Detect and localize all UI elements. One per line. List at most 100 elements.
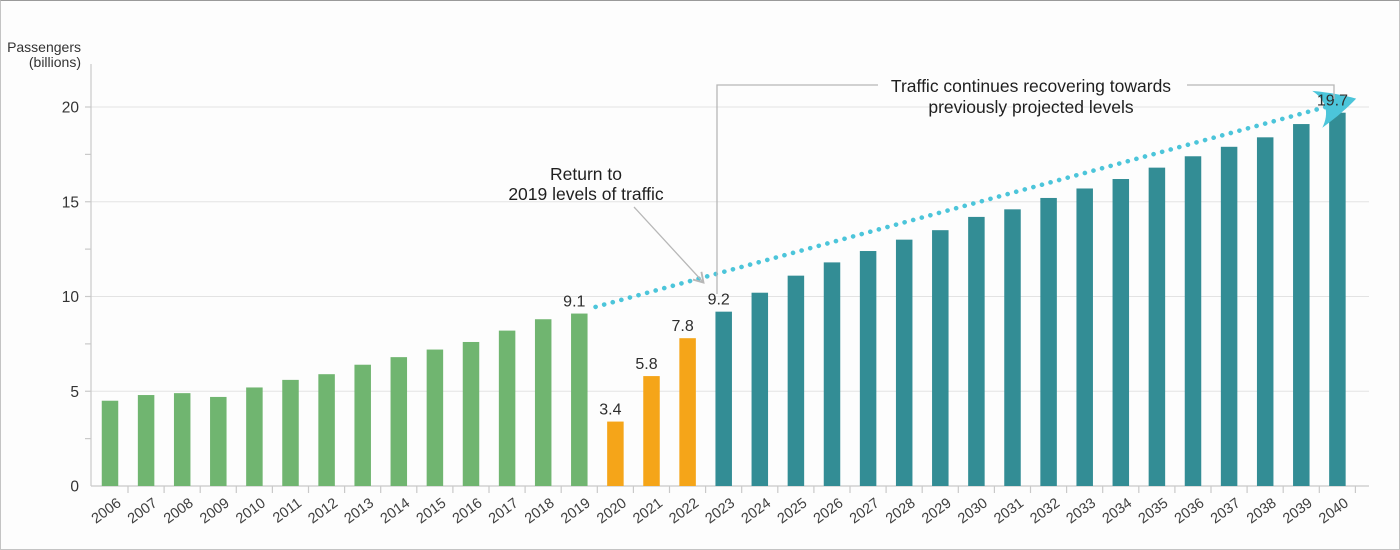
bar-2026 <box>823 262 841 486</box>
x-tick-label-2025: 2025 <box>775 495 811 527</box>
bar-2009 <box>210 396 227 486</box>
y-tick-label-0: 0 <box>70 479 79 496</box>
x-tick-label-2022: 2022 <box>666 495 702 527</box>
y-tick-label-20: 20 <box>62 100 80 117</box>
bar-2017 <box>498 330 516 486</box>
bar-2006 <box>101 400 119 486</box>
value-label-2040: 19.7 <box>1317 93 1348 110</box>
bar-2038 <box>1256 137 1274 486</box>
bar-2007 <box>137 395 155 486</box>
x-tick-label-2012: 2012 <box>305 495 341 527</box>
value-label-2022: 7.8 <box>671 318 693 335</box>
bars-layer <box>101 112 1346 487</box>
bar-2020 <box>607 421 624 486</box>
projection-dotted-line <box>593 90 1357 310</box>
projection-layer <box>593 90 1357 310</box>
x-tick-label-2034: 2034 <box>1100 495 1136 527</box>
bar-2040 <box>1329 112 1346 486</box>
bar-2014 <box>390 357 408 486</box>
bar-2030 <box>968 216 985 486</box>
value-labels-layer: 9.1 3.4 5.8 7.8 9.2 19.7 <box>563 93 1348 419</box>
annotation-return-to-2019: Return to 2019 levels of traffic <box>456 164 716 204</box>
bar-2037 <box>1220 146 1238 487</box>
x-tick-label-2018: 2018 <box>522 495 558 527</box>
annotation-recovery-line2: previously projected levels <box>928 97 1134 117</box>
annotation-traffic-recovery: Traffic continues recovering towards pre… <box>850 76 1212 118</box>
bar-2019 <box>571 313 588 486</box>
bar-2025 <box>787 275 805 486</box>
x-tick-label-2039: 2039 <box>1280 495 1316 527</box>
x-tick-label-2011: 2011 <box>270 495 305 526</box>
y-axis-title: Passengers (billions) <box>1 40 81 70</box>
y-tick-label-5: 5 <box>70 384 79 401</box>
x-tick-label-2017: 2017 <box>486 495 522 527</box>
bar-2011 <box>282 379 299 486</box>
x-tick-label-2038: 2038 <box>1244 495 1280 527</box>
bar-2018 <box>534 319 552 486</box>
x-tick-label-2009: 2009 <box>197 495 233 527</box>
x-tick-label-2021: 2021 <box>630 495 666 527</box>
bar-2039 <box>1293 124 1310 487</box>
x-tick-label-2014: 2014 <box>378 495 414 527</box>
x-tick-label-2016: 2016 <box>450 495 486 527</box>
recovery-annotation-right-callout-line <box>1187 84 1335 99</box>
x-tick-label-2008: 2008 <box>161 495 197 527</box>
bar-2021 <box>643 376 660 486</box>
x-tick-label-2030: 2030 <box>955 495 991 527</box>
bar-2024 <box>751 292 769 486</box>
value-label-2023: 9.2 <box>708 292 730 309</box>
bar-2022 <box>679 338 696 486</box>
bar-2031 <box>1004 209 1021 486</box>
y-tick-label-10: 10 <box>62 289 80 306</box>
x-tick-label-2013: 2013 <box>342 495 378 527</box>
return-annotation-arrow <box>633 206 705 284</box>
bar-2034 <box>1112 179 1130 486</box>
x-tick-label-2010: 2010 <box>233 495 269 527</box>
bar-2016 <box>462 341 480 486</box>
x-tick-label-2024: 2024 <box>739 495 775 527</box>
value-label-2019: 9.1 <box>563 294 585 311</box>
x-tick-label-2023: 2023 <box>703 495 739 527</box>
annotation-callouts-layer <box>633 84 1335 294</box>
x-tick-label-2007: 2007 <box>125 495 161 527</box>
value-label-2020: 3.4 <box>599 402 621 419</box>
x-axis-labels-layer: 2006 2007 2008 2009 2010 2011 2012 2013 2014 2015… <box>89 495 1352 527</box>
bar-2027 <box>859 251 877 486</box>
y-axis-title-line2: (billions) <box>28 54 81 70</box>
bar-2015 <box>426 349 444 486</box>
y-tick-label-15: 15 <box>62 194 79 211</box>
x-tick-label-2015: 2015 <box>414 495 450 527</box>
x-tick-label-2040: 2040 <box>1316 495 1352 527</box>
bar-2029 <box>932 230 949 486</box>
x-tick-label-2026: 2026 <box>811 495 847 527</box>
x-tick-label-2006: 2006 <box>89 495 125 527</box>
x-tick-label-2036: 2036 <box>1172 495 1208 527</box>
x-tick-label-2035: 2035 <box>1136 495 1172 527</box>
x-tick-label-2019: 2019 <box>558 495 594 527</box>
bar-2010 <box>246 387 263 486</box>
x-tick-label-2031: 2031 <box>991 495 1027 527</box>
bar-2013 <box>354 364 371 486</box>
bar-2028 <box>895 239 913 486</box>
x-tick-label-2032: 2032 <box>1027 495 1063 527</box>
x-tick-label-2028: 2028 <box>883 495 919 527</box>
x-tick-label-2029: 2029 <box>919 495 955 527</box>
value-label-2021: 5.8 <box>635 356 657 373</box>
annotation-recovery-line1: Traffic continues recovering towards <box>890 76 1172 96</box>
bar-2033 <box>1076 188 1093 487</box>
x-tick-label-2033: 2033 <box>1064 495 1100 527</box>
bar-2036 <box>1184 156 1202 486</box>
recovery-annotation-left-callout-line <box>716 84 878 294</box>
x-tick-label-2020: 2020 <box>594 495 630 527</box>
annotation-return-line2: 2019 levels of traffic <box>508 184 664 204</box>
x-tick-label-2027: 2027 <box>847 495 883 527</box>
bar-2008 <box>173 393 191 486</box>
bar-2012 <box>318 374 335 486</box>
bar-2032 <box>1040 197 1057 486</box>
bar-2035 <box>1148 167 1166 486</box>
bar-2023 <box>715 311 732 486</box>
x-tick-label-2037: 2037 <box>1208 495 1244 527</box>
annotation-return-line1: Return to <box>550 164 622 184</box>
